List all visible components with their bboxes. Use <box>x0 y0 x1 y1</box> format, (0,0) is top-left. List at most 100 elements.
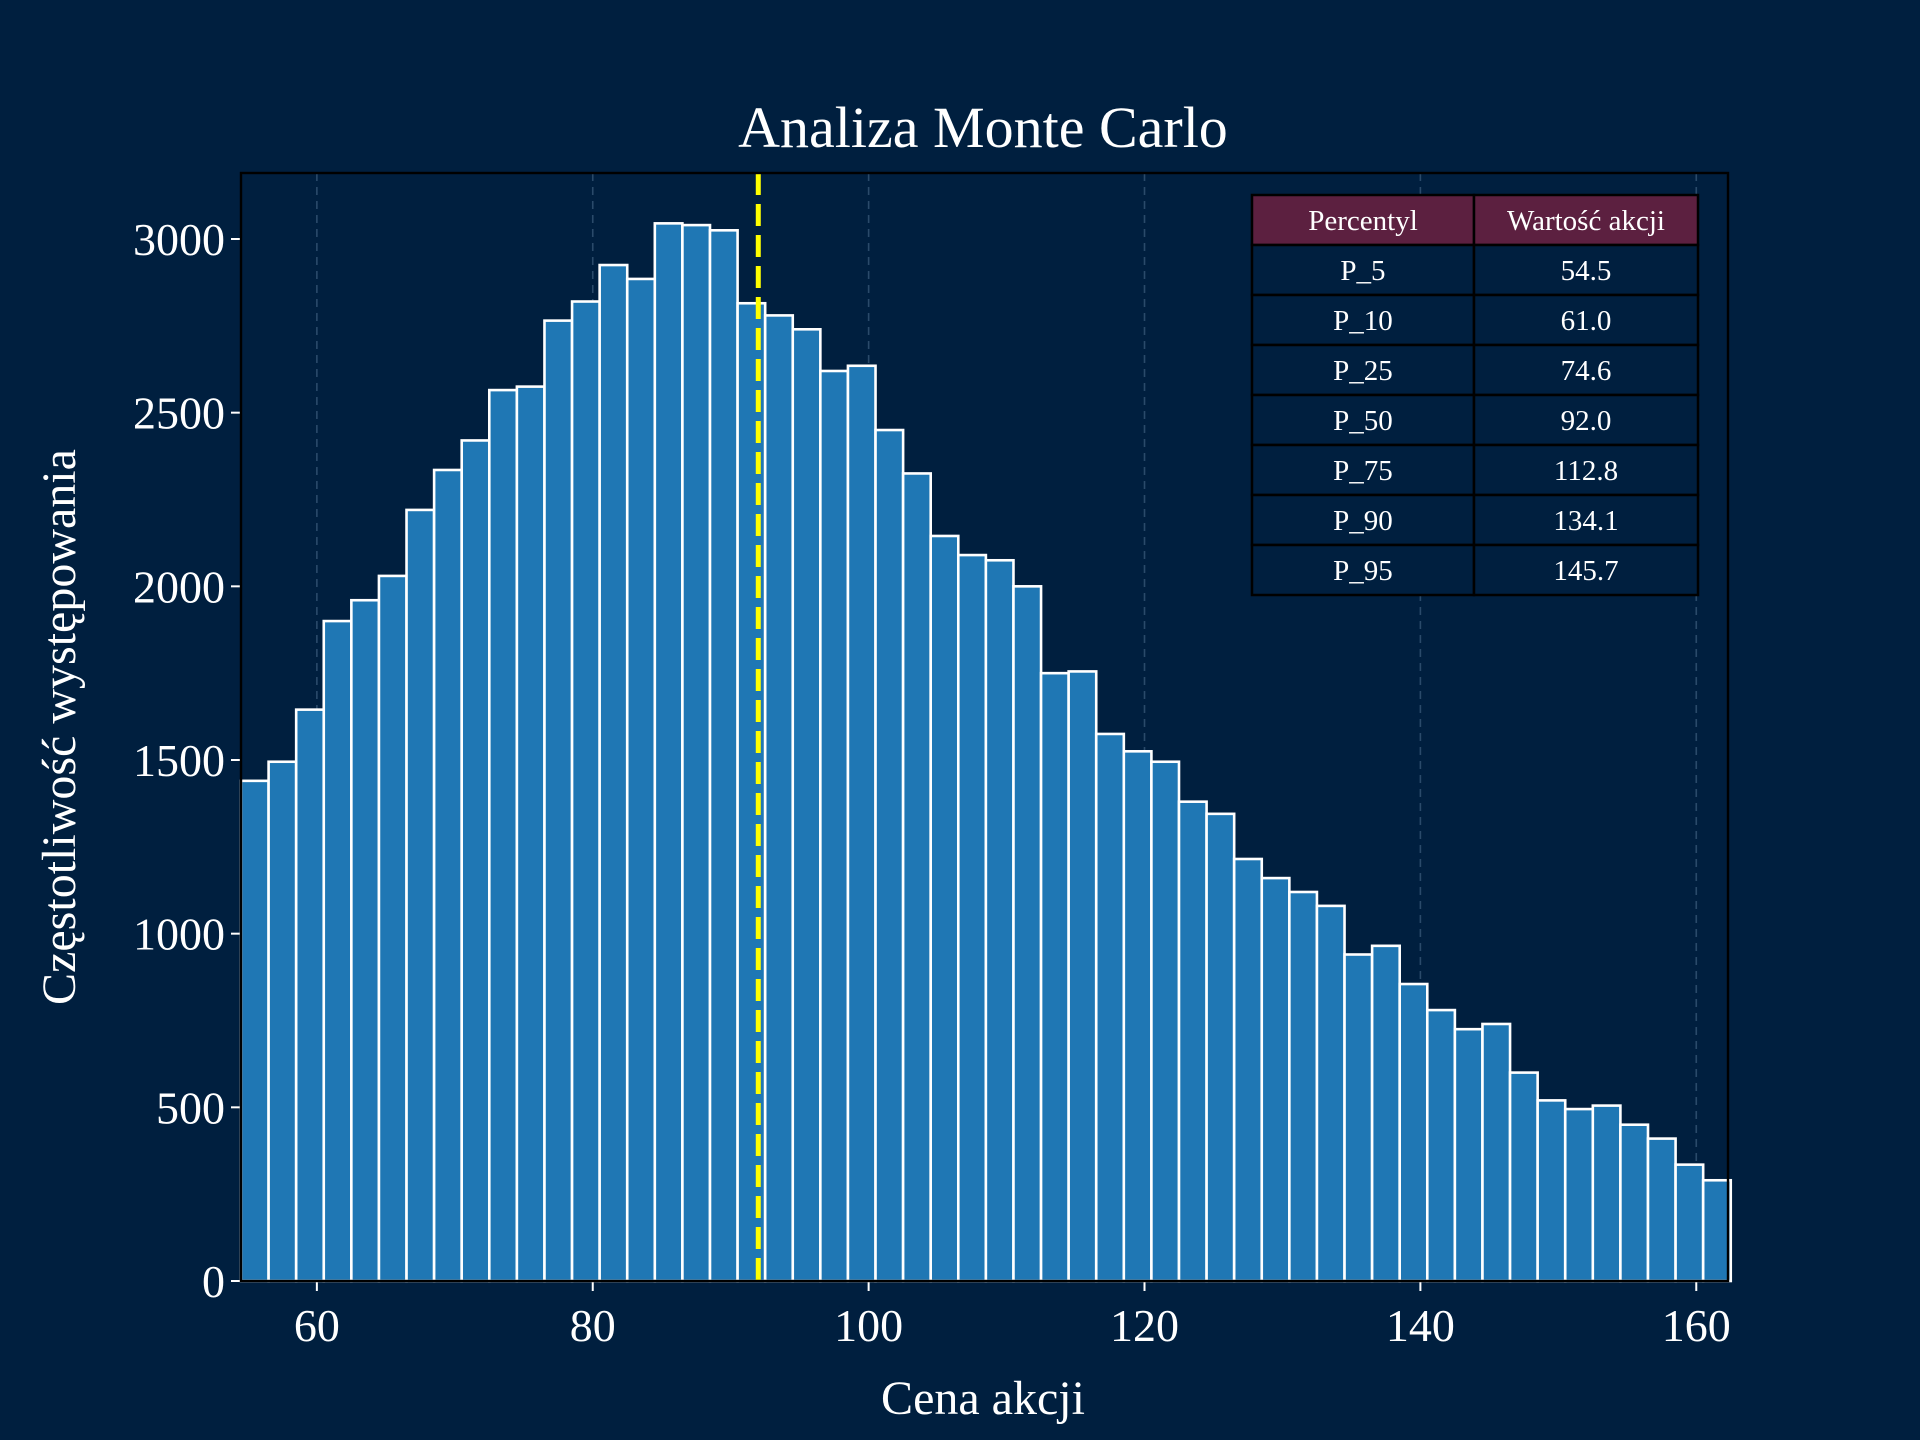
histogram-bar <box>1674 1163 1705 1283</box>
table-header-cell <box>1250 193 1476 247</box>
histogram-bar <box>1315 904 1346 1283</box>
histogram-bar <box>570 300 601 1283</box>
x-tick-label: 120 <box>1110 1300 1179 1351</box>
table-cell <box>1250 493 1476 547</box>
histogram-bar <box>1122 750 1153 1283</box>
histogram-bar <box>1508 1071 1539 1283</box>
y-tick-label: 0 <box>202 1256 225 1307</box>
table-cell <box>1250 243 1476 297</box>
histogram-bar <box>487 388 519 1283</box>
histogram-bar <box>1039 671 1070 1283</box>
table-cell-text: P_5 <box>1340 255 1385 287</box>
table-cell <box>1472 343 1700 397</box>
histogram-bar <box>1150 760 1181 1283</box>
histogram-bar <box>1563 1107 1595 1283</box>
histogram-bar <box>1370 944 1402 1283</box>
y-axis-ticks: 0 500 1000 1500 2000 2500 3000 <box>133 214 241 1307</box>
histogram-bar <box>1536 1099 1567 1283</box>
histogram-bar <box>598 263 629 1283</box>
table-cell-text: P_50 <box>1333 405 1393 437</box>
histogram-bar <box>1619 1123 1650 1283</box>
x-axis-label: Cena akcji <box>881 1372 1085 1425</box>
histogram-bar <box>956 553 988 1283</box>
y-tick-label: 500 <box>156 1082 225 1133</box>
histogram-bar <box>1701 1178 1733 1283</box>
x-tick-label: 60 <box>294 1300 340 1351</box>
histogram-bar <box>984 558 1015 1283</box>
table-cell <box>1472 393 1700 447</box>
histogram-bar <box>322 619 353 1283</box>
table-cell <box>1250 543 1476 597</box>
histogram-bar <box>543 319 574 1283</box>
x-axis-ticks: 60 80 100 120 140 160 <box>294 1281 1731 1351</box>
histogram-bar <box>1453 1027 1484 1283</box>
table-cell-text: P_10 <box>1333 305 1393 337</box>
table-cell <box>1472 543 1700 597</box>
table-cell-text: P_25 <box>1333 355 1393 387</box>
histogram-bar <box>901 472 933 1283</box>
table-cell <box>1250 293 1476 347</box>
table-cell-text: 92.0 <box>1561 405 1612 437</box>
histogram-bar <box>708 229 739 1283</box>
y-tick-label: 1000 <box>133 909 225 960</box>
table-cell-text: P_90 <box>1333 505 1393 537</box>
histogram-bar <box>1288 890 1319 1283</box>
table-cell-text: 61.0 <box>1561 305 1612 337</box>
table-cell-text: 145.7 <box>1553 555 1618 587</box>
y-tick-label: 3000 <box>133 214 225 265</box>
table-header-text: Percentyl <box>1308 205 1418 237</box>
x-tick-label: 80 <box>570 1300 616 1351</box>
y-tick-label: 2500 <box>133 388 225 439</box>
histogram-bar <box>1232 857 1264 1283</box>
histogram-bar <box>763 314 795 1283</box>
histogram-bar <box>791 328 822 1283</box>
y-axis-label: Częstotliwość występowania <box>33 449 86 1005</box>
histogram-bar <box>929 534 960 1283</box>
histogram-bar <box>1343 953 1374 1283</box>
histogram-bar <box>1260 876 1291 1283</box>
table-cell-text: P_75 <box>1333 455 1393 487</box>
histogram-bar <box>405 508 436 1283</box>
histogram-bar <box>1398 982 1429 1283</box>
histogram-bar <box>1646 1137 1677 1283</box>
histogram-bar <box>653 222 684 1283</box>
histogram-bar <box>736 301 767 1283</box>
y-tick-label: 2000 <box>133 561 225 612</box>
table-cell <box>1250 443 1476 497</box>
histogram-bar <box>681 223 712 1283</box>
table-cell-text: 112.8 <box>1554 455 1618 487</box>
histogram-bar <box>432 468 464 1283</box>
histogram-bar <box>1591 1104 1622 1283</box>
histogram-bar <box>1012 585 1043 1283</box>
table-cell-text: 54.5 <box>1561 255 1612 287</box>
histogram-bar <box>846 364 877 1283</box>
histogram-bar <box>267 760 298 1283</box>
table-cell <box>1472 243 1700 297</box>
histogram-bar <box>1481 1022 1512 1283</box>
x-tick-label: 160 <box>1662 1300 1731 1351</box>
histogram-bar <box>819 369 850 1283</box>
histogram-bar <box>515 385 546 1283</box>
histogram-bar <box>239 779 270 1283</box>
histogram-bar <box>874 428 905 1283</box>
histogram-bars <box>239 222 1733 1283</box>
plot-frame <box>239 171 1730 1283</box>
table-cell-text: 134.1 <box>1553 505 1618 537</box>
histogram-bar <box>1177 800 1208 1283</box>
table-header-text: Wartość akcji <box>1507 205 1665 237</box>
histogram-bar <box>460 439 491 1283</box>
x-tick-label: 140 <box>1386 1300 1455 1351</box>
histogram-bar <box>1067 670 1098 1283</box>
histogram-bar <box>294 708 326 1283</box>
table-cell-text: 74.6 <box>1561 355 1612 387</box>
x-tick-label: 100 <box>834 1300 903 1351</box>
y-tick-label: 1500 <box>133 735 225 786</box>
table-header-cell <box>1472 193 1700 247</box>
histogram-bar <box>350 598 381 1283</box>
chart-title: Analiza Monte Carlo <box>738 95 1228 160</box>
histogram-bar <box>377 574 408 1283</box>
table-cell-text: P_95 <box>1333 555 1393 587</box>
histogram-bar <box>1425 1008 1457 1283</box>
percentile-table: Percentyl Wartość akcji P_5 54.5 P_10 61.0 P_2… <box>1250 193 1700 597</box>
